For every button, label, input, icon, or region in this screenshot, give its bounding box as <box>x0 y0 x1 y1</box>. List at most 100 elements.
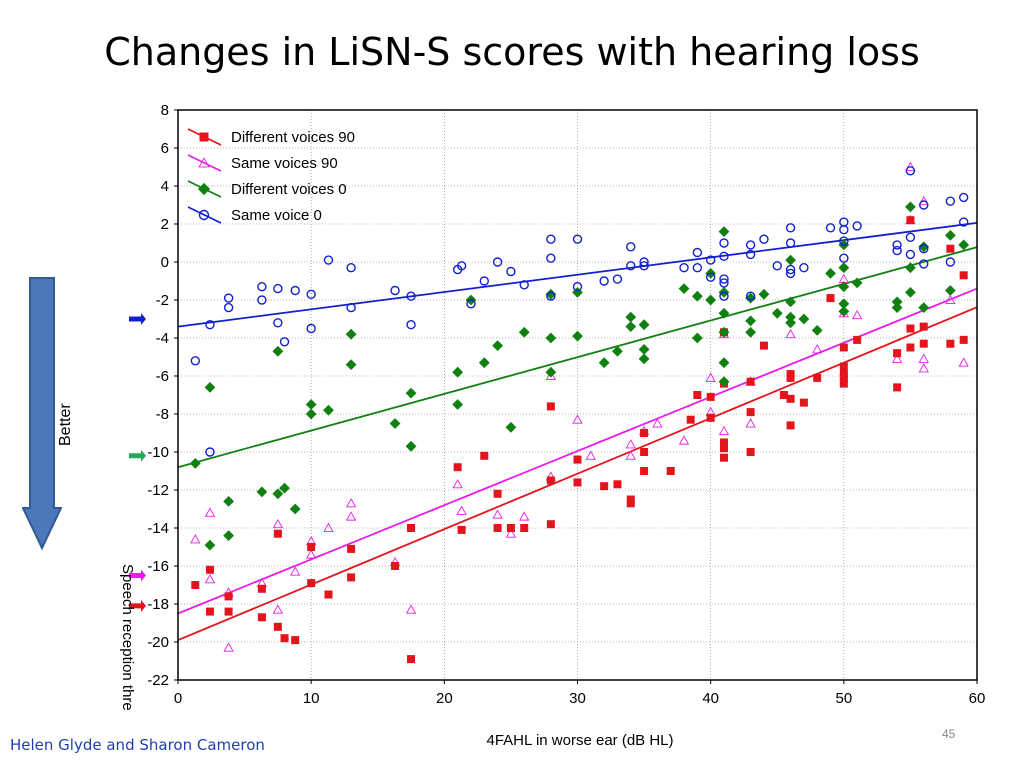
data-point <box>678 435 690 445</box>
data-point <box>745 291 756 301</box>
data-point <box>345 359 357 370</box>
data-point <box>190 534 201 544</box>
data-point <box>719 238 729 248</box>
data-point <box>893 383 902 392</box>
data-point <box>572 234 583 244</box>
data-point <box>839 362 848 371</box>
data-point <box>407 524 416 532</box>
data-point <box>918 195 929 206</box>
data-point <box>306 323 316 334</box>
data-point <box>905 249 916 260</box>
data-point <box>786 394 795 403</box>
data-point <box>324 590 333 599</box>
data-point <box>746 377 755 386</box>
data-point <box>666 467 675 475</box>
data-point <box>906 343 915 352</box>
x-tick-label: 10 <box>303 690 320 707</box>
data-point <box>946 339 955 348</box>
data-point <box>480 451 489 460</box>
data-point <box>785 268 796 279</box>
x-axis-label: 4FAHL in worse ear (dB HL) <box>486 732 674 749</box>
better-text: Better <box>57 403 74 446</box>
y-tick-label: 8 <box>161 102 169 119</box>
data-point <box>705 294 717 306</box>
data-point <box>758 288 770 300</box>
data-point <box>719 278 729 288</box>
data-points <box>189 161 970 664</box>
data-point <box>204 382 216 393</box>
data-point <box>891 302 903 313</box>
data-point <box>257 584 266 593</box>
data-point <box>585 450 596 460</box>
data-point <box>652 418 663 428</box>
y-tick-label: -14 <box>147 520 169 537</box>
data-point <box>946 244 955 253</box>
data-point <box>346 263 356 273</box>
y-tick-label: 2 <box>161 216 169 233</box>
x-tick-label: 20 <box>436 690 453 707</box>
data-point <box>718 226 730 237</box>
data-point <box>706 392 715 401</box>
data-point <box>799 263 809 273</box>
data-point <box>640 429 649 437</box>
data-point <box>307 579 316 588</box>
data-point <box>718 307 730 319</box>
slide-number: 45 <box>942 727 956 741</box>
data-point <box>852 221 862 231</box>
legend-label: Different voices 0 <box>231 181 347 198</box>
data-point <box>918 302 930 313</box>
data-point <box>919 259 929 269</box>
data-point <box>638 353 650 365</box>
data-point <box>323 404 334 416</box>
data-point <box>305 408 317 420</box>
data-point <box>825 268 836 279</box>
data-point <box>745 240 756 250</box>
data-point <box>785 238 796 248</box>
data-point <box>811 325 823 336</box>
data-point <box>223 530 235 541</box>
data-point <box>456 505 467 515</box>
data-point <box>204 539 216 551</box>
data-point <box>205 607 214 616</box>
legend-swatch-marker <box>199 132 209 142</box>
data-point <box>306 289 316 299</box>
data-point <box>612 345 623 357</box>
data-point <box>759 341 768 350</box>
data-point <box>453 463 462 472</box>
data-point <box>944 230 956 241</box>
data-point <box>771 307 783 319</box>
legend-swatch-marker <box>197 182 211 196</box>
data-point <box>718 357 730 369</box>
data-point <box>905 201 916 213</box>
data-point <box>945 196 956 206</box>
data-point <box>745 315 757 327</box>
data-point <box>452 478 463 489</box>
data-point <box>518 326 530 338</box>
data-point <box>323 255 334 265</box>
data-point <box>958 357 969 367</box>
data-point <box>919 339 928 348</box>
data-point <box>479 276 489 286</box>
data-point <box>347 544 356 553</box>
data-point <box>719 453 728 462</box>
data-point <box>612 274 623 284</box>
data-point <box>205 565 214 574</box>
data-point <box>759 234 769 244</box>
data-point <box>692 247 703 258</box>
data-point <box>626 242 636 252</box>
x-axis-ticks: 0 10 20 30 40 50 60 <box>174 680 985 707</box>
data-point <box>719 251 729 261</box>
data-point <box>705 255 716 265</box>
data-point <box>719 438 728 447</box>
data-point <box>719 444 728 453</box>
data-point <box>257 613 266 622</box>
data-point <box>746 448 755 456</box>
data-point <box>223 642 234 652</box>
data-point <box>959 271 968 280</box>
legend-swatch-marker <box>198 157 210 168</box>
data-point <box>944 285 956 296</box>
data-point <box>307 543 316 551</box>
data-point <box>812 344 823 354</box>
different-voices-0-marker <box>129 449 146 462</box>
data-point <box>891 296 903 308</box>
